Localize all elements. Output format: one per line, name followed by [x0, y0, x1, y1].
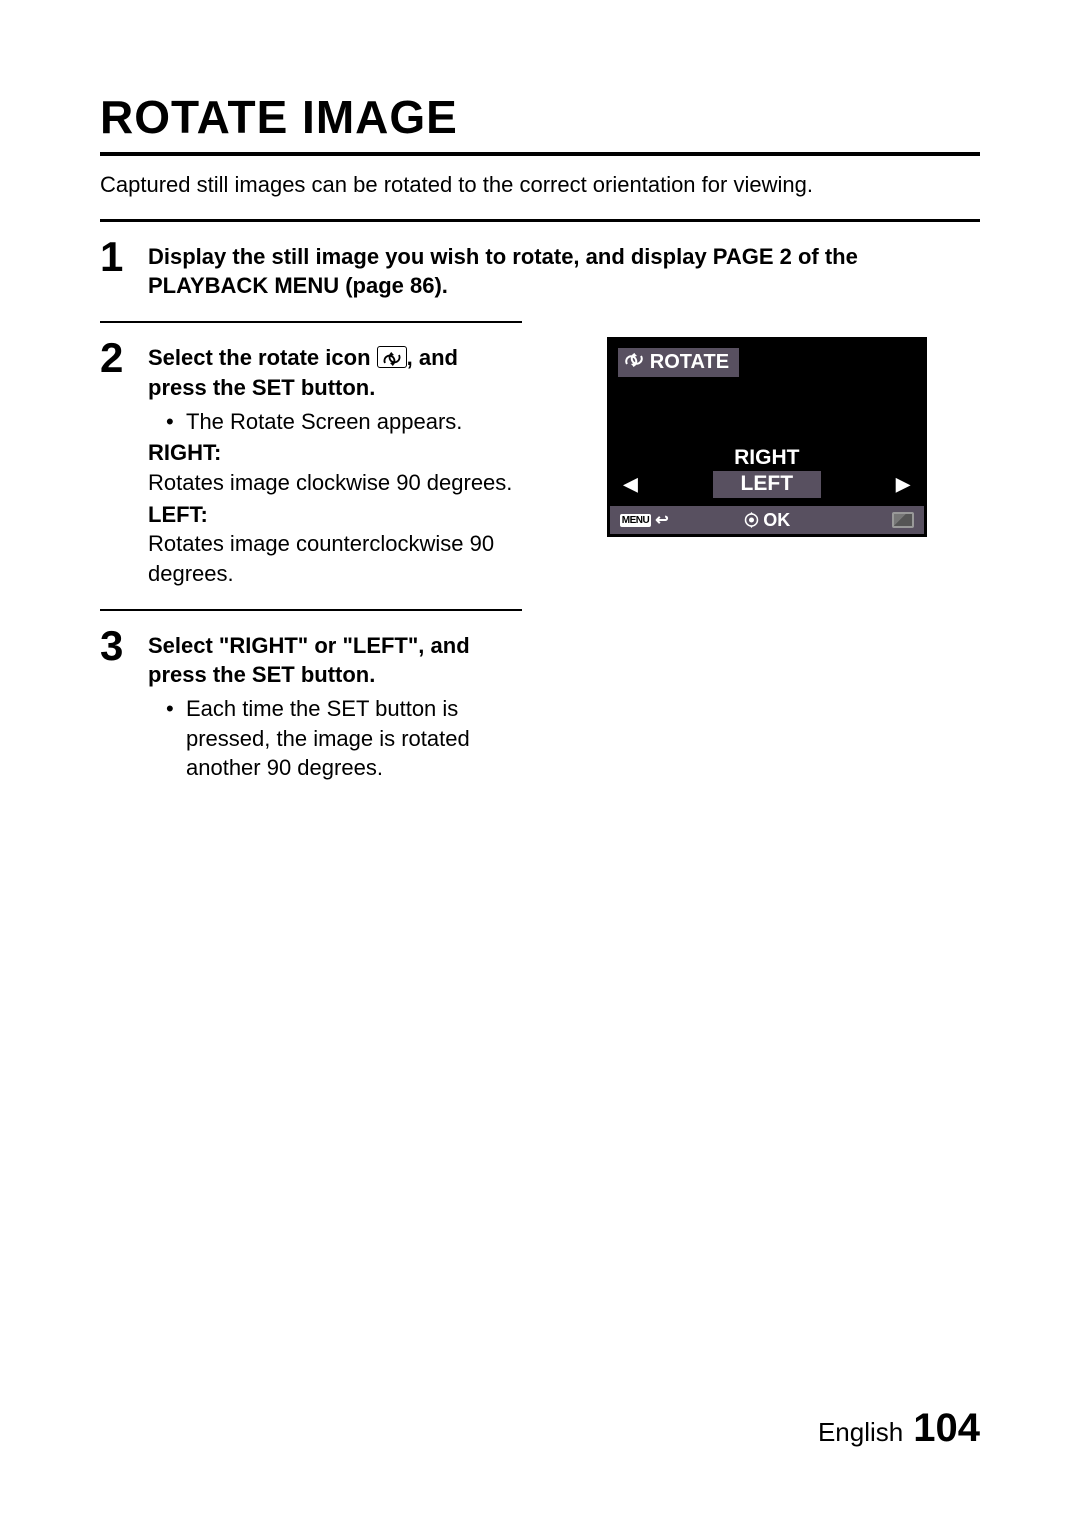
step-2-instruction-a: Select the rotate icon — [148, 345, 377, 370]
lcd-footer: MENU ↩ OK — [610, 506, 924, 534]
page-footer: English 104 — [818, 1406, 980, 1451]
step-3-bullet-1: Each time the SET button is pressed, the… — [186, 694, 514, 783]
bullet-icon: • — [166, 694, 186, 724]
footer-page-number: 104 — [913, 1406, 980, 1451]
menu-badge: MENU — [620, 514, 651, 527]
lcd-ok: OK — [743, 510, 790, 531]
lcd-option-left-selected: LEFT — [713, 471, 822, 497]
right-label: RIGHT: — [148, 438, 514, 468]
rotate-icon — [624, 351, 644, 374]
card-icon — [892, 512, 914, 528]
step-number: 1 — [100, 234, 148, 278]
joystick-icon — [743, 512, 759, 528]
step-number: 3 — [100, 623, 148, 667]
step-number: 2 — [100, 335, 148, 379]
lcd-ok-text: OK — [763, 510, 790, 531]
return-arrow-icon: ↩ — [655, 510, 668, 530]
right-description: Rotates image clockwise 90 degrees. — [148, 468, 514, 498]
lcd-header-text: ROTATE — [650, 351, 729, 374]
step-1: 1 Display the still image you wish to ro… — [100, 228, 980, 311]
step-1-instruction: Display the still image you wish to rota… — [148, 244, 858, 299]
lcd-screen: ROTATE ◀ ▶ RIGHT LEFT MENU ↩ — [607, 337, 927, 537]
lcd-options: RIGHT LEFT — [610, 445, 924, 498]
divider-half — [100, 609, 522, 611]
step-3-instruction: Select "RIGHT" or "LEFT", and press the … — [148, 633, 470, 688]
step-2: 2 Select the rotate icon , and press the… — [100, 329, 514, 599]
bullet-icon: • — [166, 407, 186, 437]
divider-half — [100, 321, 522, 323]
step-2-bullet-1: The Rotate Screen appears. — [186, 407, 462, 437]
lcd-header: ROTATE — [618, 348, 739, 377]
lcd-option-right: RIGHT — [610, 445, 924, 471]
page-title: ROTATE IMAGE — [100, 90, 980, 156]
footer-language: English — [818, 1417, 903, 1448]
left-label: LEFT: — [148, 500, 514, 530]
rotate-icon — [377, 346, 407, 368]
left-description: Rotates image counterclockwise 90 degree… — [148, 529, 514, 588]
step-3: 3 Select "RIGHT" or "LEFT", and press th… — [100, 617, 514, 793]
intro-text: Captured still images can be rotated to … — [100, 170, 980, 201]
divider — [100, 219, 980, 222]
